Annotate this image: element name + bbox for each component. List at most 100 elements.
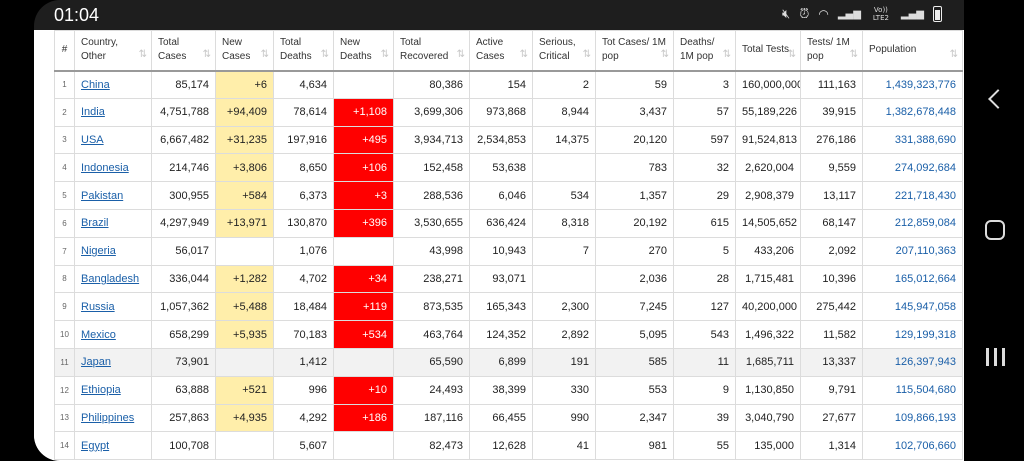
- table-row: 8 Bangladesh 336,044 +1,282 4,702 +34 238,271 9…: [54, 264, 963, 294]
- column-header-11[interactable]: Total Tests ⇅: [735, 30, 801, 71]
- cell-total-recovered: 238,271: [393, 264, 470, 294]
- cell-country: Brazil: [74, 208, 152, 238]
- cell-country: Pakistan: [74, 181, 152, 210]
- sort-icon[interactable]: ⇅: [202, 48, 211, 60]
- signal-icon: ▂▄▆: [837, 8, 861, 20]
- sort-icon[interactable]: ⇅: [456, 48, 465, 60]
- country-link[interactable]: Philippines: [81, 411, 135, 424]
- cell-population: 207,110,363: [862, 236, 963, 266]
- cell-tot-cases-1m: 2,347: [595, 403, 674, 433]
- column-header-2[interactable]: Total Cases ⇅: [151, 30, 216, 71]
- column-header-0[interactable]: #: [54, 30, 75, 71]
- cell-tot-cases-1m: 2,036: [595, 264, 674, 294]
- cell-total-cases: 214,746: [151, 153, 216, 183]
- cell-rank: 7: [54, 236, 75, 266]
- cell-total-tests: 1,130,850: [735, 375, 801, 405]
- cell-total-tests: 160,000,000: [735, 70, 801, 99]
- cell-population: 102,706,660: [862, 431, 963, 461]
- column-header-1[interactable]: Country, Other ⇅: [74, 30, 152, 71]
- cell-active-cases: 636,424: [469, 208, 533, 238]
- column-header-5[interactable]: New Deaths ⇅: [333, 30, 394, 71]
- country-link[interactable]: USA: [81, 133, 104, 146]
- column-header-12[interactable]: Tests/ 1M pop ⇅: [800, 30, 863, 71]
- cell-rank: 11: [54, 347, 75, 377]
- sort-icon[interactable]: ⇅: [582, 48, 591, 60]
- country-link[interactable]: India: [81, 106, 105, 119]
- cell-population: 331,388,690: [862, 125, 963, 155]
- cell-rank: 4: [54, 153, 75, 183]
- cell-serious-critical: 2,300: [532, 292, 596, 322]
- cell-population: 221,718,430: [862, 181, 963, 210]
- cell-rank: 12: [54, 375, 75, 405]
- cell-tests-1m: 13,117: [800, 181, 863, 210]
- column-header-6[interactable]: Total Recovered ⇅: [393, 30, 470, 71]
- cell-total-tests: 1,496,322: [735, 320, 801, 349]
- country-link[interactable]: Pakistan: [81, 189, 124, 202]
- cell-deaths-1m: 5: [673, 236, 736, 266]
- country-link[interactable]: Mexico: [81, 328, 116, 341]
- sort-icon[interactable]: ⇅: [722, 48, 731, 60]
- cell-serious-critical: 534: [532, 181, 596, 210]
- country-link[interactable]: Japan: [81, 356, 111, 369]
- cell-active-cases: 6,046: [469, 181, 533, 210]
- table-row: 7 Nigeria 56,017 1,076 43,998 10,943 7 270 5 433,…: [54, 236, 963, 266]
- sort-icon[interactable]: ⇅: [949, 48, 958, 60]
- country-link[interactable]: Ethiopia: [81, 384, 121, 397]
- home-icon[interactable]: [984, 219, 1008, 243]
- country-link[interactable]: Bangladesh: [81, 272, 140, 285]
- sort-icon[interactable]: ⇅: [260, 48, 269, 60]
- cell-population: 109,866,193: [862, 403, 963, 433]
- cell-new-cases: +6: [215, 70, 274, 99]
- cell-total-cases: 85,174: [151, 70, 216, 99]
- country-link[interactable]: Nigeria: [81, 245, 116, 258]
- cell-total-recovered: 187,116: [393, 403, 470, 433]
- cell-tests-1m: 13,337: [800, 347, 863, 377]
- sort-icon[interactable]: ⇅: [138, 48, 147, 60]
- column-header-7[interactable]: Active Cases ⇅: [469, 30, 533, 71]
- cell-deaths-1m: 55: [673, 431, 736, 461]
- column-header-label: New Deaths: [340, 37, 372, 63]
- country-link[interactable]: China: [81, 78, 110, 91]
- column-header-4[interactable]: Total Deaths ⇅: [273, 30, 334, 71]
- cell-total-deaths: 130,870: [273, 208, 334, 238]
- cell-total-recovered: 288,536: [393, 181, 470, 210]
- cell-country: Japan: [74, 347, 152, 377]
- recent-apps-icon[interactable]: [984, 346, 1008, 370]
- cell-population: 1,439,323,776: [862, 70, 963, 99]
- column-header-3[interactable]: New Cases ⇅: [215, 30, 274, 71]
- country-link[interactable]: Russia: [81, 300, 115, 313]
- country-link[interactable]: Brazil: [81, 217, 109, 230]
- sort-icon[interactable]: ⇅: [849, 48, 858, 60]
- column-header-label: Total Deaths: [280, 37, 312, 63]
- column-header-10[interactable]: Deaths/ 1M pop ⇅: [673, 30, 736, 71]
- table-row: 5 Pakistan 300,955 +584 6,373 +3 288,536 6,046 5…: [54, 181, 963, 210]
- country-link[interactable]: Indonesia: [81, 161, 129, 174]
- sort-icon[interactable]: ⇅: [519, 48, 528, 60]
- sort-icon[interactable]: ⇅: [787, 48, 796, 60]
- table-row: 4 Indonesia 214,746 +3,806 8,650 +106 152,458 5…: [54, 153, 963, 183]
- column-header-13[interactable]: Population ⇅: [862, 30, 963, 71]
- column-header-8[interactable]: Serious, Critical ⇅: [532, 30, 596, 71]
- cell-tot-cases-1m: 3,437: [595, 97, 674, 127]
- back-icon[interactable]: [984, 88, 1008, 112]
- sort-icon[interactable]: ⇅: [380, 48, 389, 60]
- cell-tot-cases-1m: 981: [595, 431, 674, 461]
- cell-total-tests: 2,620,004: [735, 153, 801, 183]
- sort-icon[interactable]: ⇅: [320, 48, 329, 60]
- column-header-label: Active Cases: [476, 37, 505, 63]
- status-bar: 01:04 🔇︎ ⏰︎ ◠ ▂▄▆ Vo)) LTE2 ▂▄▆: [34, 0, 964, 30]
- cell-total-recovered: 3,699,306: [393, 97, 470, 127]
- cell-total-cases: 257,863: [151, 403, 216, 433]
- column-header-9[interactable]: Tot Cases/ 1M pop ⇅: [595, 30, 674, 71]
- country-link[interactable]: Egypt: [81, 439, 110, 452]
- table-body: 1 China 85,174 +6 4,634 80,386 154 2 59 3 160,000,…: [54, 70, 963, 461]
- cell-rank: 6: [54, 208, 75, 238]
- column-header-label: Total Recovered: [400, 37, 449, 63]
- table-row: 13 Philippines 257,863 +4,935 4,292 +186 187,1…: [54, 403, 963, 433]
- cell-total-tests: 433,206: [735, 236, 801, 266]
- cell-new-cases: [215, 236, 274, 266]
- cell-country: Ethiopia: [74, 375, 152, 405]
- column-header-label: Tot Cases/ 1M pop: [602, 37, 666, 63]
- sort-icon[interactable]: ⇅: [660, 48, 669, 60]
